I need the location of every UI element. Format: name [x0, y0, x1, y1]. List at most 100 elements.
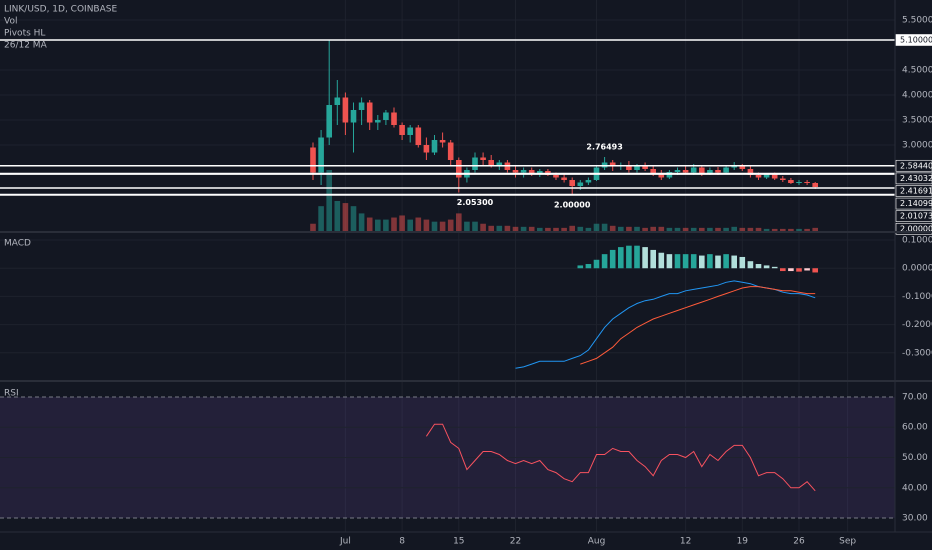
candle-body	[585, 180, 592, 183]
level-label: 2.01073	[900, 212, 932, 221]
y-tick-label: 60.00	[902, 423, 928, 433]
histogram-bar	[796, 268, 802, 272]
level-tag	[895, 222, 932, 235]
candle-body	[391, 112, 397, 125]
y-tick-label: 3.50000	[902, 116, 932, 126]
x-tick-label: 26	[793, 537, 805, 547]
y-tick-label: -0.10000	[902, 292, 932, 302]
x-tick-label: 19	[737, 537, 749, 547]
histogram-bar	[690, 254, 697, 269]
x-tick-label: 22	[510, 537, 521, 547]
indicator-line	[580, 286, 816, 365]
volume-bar	[763, 228, 770, 232]
pivot-annotation: 2.76493	[586, 142, 622, 151]
volume-bar	[537, 227, 543, 232]
y-tick-label: 5.50000	[902, 16, 932, 26]
candle-body	[763, 174, 770, 178]
histogram-bar	[618, 247, 624, 269]
x-tick-label: 12	[680, 537, 691, 547]
histogram-bar	[650, 249, 656, 269]
level-label: 2.43032	[900, 174, 932, 183]
candle-body	[326, 105, 332, 138]
pivot-annotation: 2.05300	[457, 198, 494, 207]
histogram-bar	[666, 254, 673, 269]
candle-body	[488, 160, 494, 165]
volume-bar	[439, 221, 446, 232]
volume-bar	[407, 219, 413, 232]
candle-body	[609, 162, 616, 166]
x-tick-label: 8	[399, 537, 405, 547]
x-tick-label: 15	[453, 537, 464, 547]
candle-body	[690, 167, 697, 173]
candle-body	[431, 140, 438, 153]
volume-bar	[747, 227, 754, 232]
volume-bar	[609, 225, 616, 232]
indicator-line	[425, 423, 816, 492]
volume-bar	[666, 227, 673, 232]
histogram-bar	[601, 254, 608, 269]
candle-body	[553, 175, 559, 178]
y-tick-label: 30.00	[902, 514, 928, 524]
candle-body	[383, 112, 389, 120]
y-tick-label: 40.00	[902, 483, 928, 493]
candle-body	[650, 169, 656, 174]
y-tick-label: 0.10000	[902, 236, 932, 246]
candle-body	[658, 174, 665, 178]
volume-bar	[375, 219, 381, 232]
volume-bar	[780, 228, 786, 232]
volume-bar	[464, 221, 470, 232]
legend-item: Pivots HL	[4, 29, 45, 39]
volume-bar	[383, 219, 389, 232]
volume-bar	[626, 226, 632, 232]
y-tick-label: 4.00000	[902, 91, 932, 101]
volume-bar	[771, 228, 778, 232]
histogram-bar	[634, 245, 640, 269]
histogram-bar	[747, 261, 754, 269]
volume-bar	[488, 225, 494, 232]
level-label: 5.10000	[900, 36, 932, 45]
histogram-bar	[585, 264, 592, 269]
histogram-bar	[609, 249, 616, 269]
candle-body	[642, 166, 648, 169]
histogram-bar	[788, 268, 794, 272]
histogram-bar	[763, 265, 770, 269]
candle-body	[407, 127, 413, 135]
candle-body	[512, 170, 519, 173]
volume-bar	[366, 217, 373, 232]
candle-body	[674, 170, 681, 172]
candle-body	[342, 97, 349, 123]
candle-body	[699, 167, 705, 174]
histogram-bar	[658, 252, 665, 269]
volume-bar	[350, 206, 357, 232]
candle-body	[780, 178, 786, 180]
candle-body	[415, 127, 422, 145]
level-tag	[895, 34, 932, 46]
volume-bar	[601, 223, 608, 232]
volume-bar	[447, 219, 454, 232]
level-tag	[895, 185, 932, 197]
volume-bar	[399, 215, 405, 232]
level-tag	[895, 197, 932, 210]
histogram-bar	[804, 268, 810, 271]
candle-body	[447, 142, 454, 160]
candle-body	[707, 170, 713, 174]
histogram-bar	[577, 265, 584, 269]
histogram-bar	[715, 255, 721, 269]
level-tag	[895, 210, 932, 222]
candle-body	[358, 102, 365, 110]
volume-bar	[715, 227, 721, 232]
volume-bar	[731, 226, 737, 232]
volume-bar	[318, 206, 324, 232]
candle-body	[739, 166, 746, 169]
x-tick-label: Sep	[839, 537, 856, 547]
candle-body	[456, 160, 462, 178]
histogram-bar	[699, 255, 705, 269]
candle-body	[723, 167, 729, 173]
volume-bar	[804, 228, 810, 232]
volume-bar	[431, 221, 438, 232]
level-label: 2.58440	[900, 161, 932, 170]
candle-body	[771, 174, 778, 179]
volume-bar	[723, 227, 729, 232]
candle-body	[804, 182, 810, 183]
candle-body	[755, 175, 762, 178]
